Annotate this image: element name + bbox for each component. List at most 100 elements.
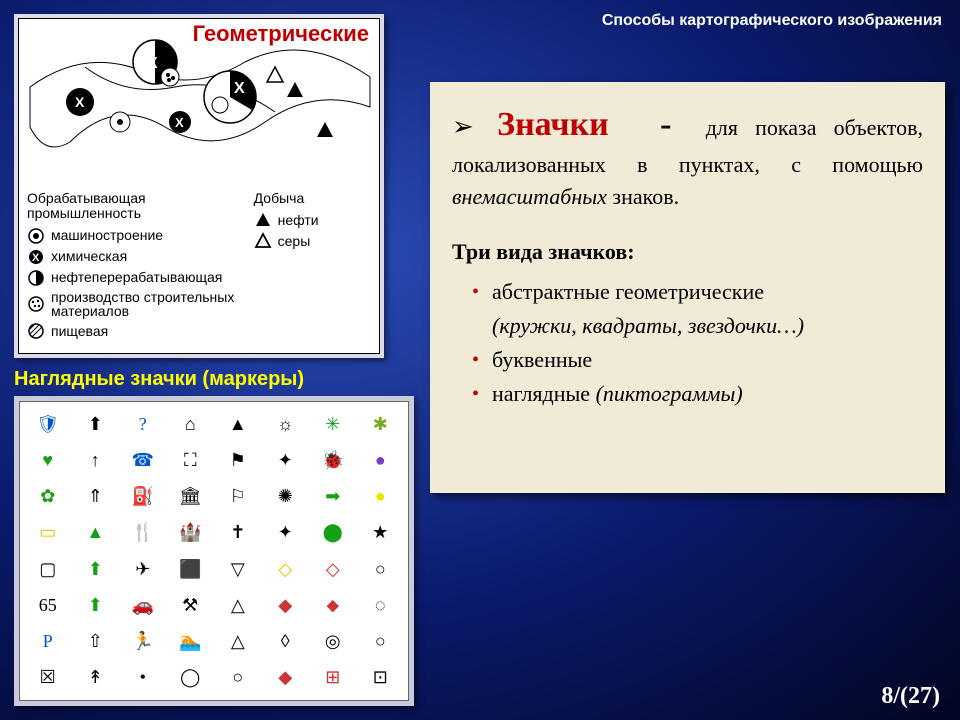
marker-cell: ◆ — [262, 587, 310, 623]
svg-text:X: X — [234, 80, 245, 97]
marker-cell: ▽ — [214, 551, 262, 587]
list-item: наглядные (пиктограммы) — [478, 377, 923, 411]
legend-label: нефтеперерабатывающая — [51, 270, 222, 285]
marker-cell: ⌂ — [167, 406, 215, 442]
lead-tail: знаков. — [607, 184, 679, 209]
marker-cell: ◌ — [357, 587, 405, 623]
circle-half-icon — [27, 269, 45, 287]
marker-cell: ✦ — [262, 442, 310, 478]
marker-cell: ⚑ — [214, 442, 262, 478]
markers-title: Наглядные значки (маркеры) — [14, 368, 304, 391]
lead-bold: Значки — [497, 106, 609, 143]
list-item: абстрактные геометрические(кружки, квадр… — [478, 275, 923, 343]
circle-hatch-icon — [27, 322, 45, 340]
definition-box: ➢ Значки - для показа объектов, локализо… — [430, 82, 945, 493]
legend-label: машиностроение — [51, 228, 163, 243]
marker-cell: 🐞 — [309, 442, 357, 478]
marker-cell: ◯ — [167, 660, 215, 696]
marker-cell: ⛽ — [119, 479, 167, 515]
marker-cell: ⚐ — [214, 479, 262, 515]
marker-cell: ◆ — [262, 660, 310, 696]
marker-cell: ↑ — [72, 442, 120, 478]
marker-cell: ○ — [357, 624, 405, 660]
marker-cell: ♥ — [24, 442, 72, 478]
marker-cell: ✿ — [24, 479, 72, 515]
marker-cell: ★ — [357, 515, 405, 551]
marker-cell: ▭ — [24, 515, 72, 551]
marker-cell: ● — [357, 442, 405, 478]
marker-cell: 🍴 — [119, 515, 167, 551]
marker-cell: ● — [357, 479, 405, 515]
marker-cell: ⊞ — [309, 660, 357, 696]
marker-cell: ◊ — [262, 624, 310, 660]
marker-cell: 🛡 — [24, 406, 72, 442]
markers-grid: 🛡⬆?⌂▲☼✳✱♥↑☎⛶⚑✦🐞●✿⇑⛽🏛⚐✺➡●▭▲🍴🏰✝✦⬤★▢⬆✈⬛▽◇◇○… — [19, 401, 409, 701]
list-text: наглядные — [492, 381, 596, 406]
marker-cell: ⬥ — [309, 587, 357, 623]
marker-cell: ○ — [357, 551, 405, 587]
slide-header: Способы картографического изображения — [602, 12, 942, 30]
subheader: Три вида значков: — [452, 239, 923, 265]
marker-cell: 🏛 — [167, 479, 215, 515]
marker-cell: ▲ — [72, 515, 120, 551]
geometric-panel: Геометрические X X X X — [14, 14, 384, 358]
marker-cell: ? — [119, 406, 167, 442]
marker-cell: 🏊 — [167, 624, 215, 660]
triangle-outline-icon — [254, 232, 272, 250]
marker-cell: ⛶ — [167, 442, 215, 478]
types-list: абстрактные геометрические(кружки, квадр… — [452, 275, 923, 411]
marker-cell: ⇑ — [72, 479, 120, 515]
lead-dash: - — [660, 106, 671, 143]
legend-label: нефти — [278, 213, 319, 228]
svg-text:X: X — [175, 115, 184, 130]
legend-label: производство строительных материалов — [51, 290, 234, 319]
markers-panel: 🛡⬆?⌂▲☼✳✱♥↑☎⛶⚑✦🐞●✿⇑⛽🏛⚐✺➡●▭▲🍴🏰✝✦⬤★▢⬆✈⬛▽◇◇○… — [14, 396, 414, 706]
geometric-inner: Геометрические X X X X — [18, 18, 380, 354]
marker-cell: ✦ — [262, 515, 310, 551]
bullet-arrow-icon: ➢ — [452, 108, 480, 146]
marker-cell: ✝ — [214, 515, 262, 551]
marker-cell: P — [24, 624, 72, 660]
lead-italic: внемасштабных — [452, 184, 607, 209]
marker-cell: ✺ — [262, 479, 310, 515]
marker-cell: ☼ — [262, 406, 310, 442]
marker-cell: 🚗 — [119, 587, 167, 623]
marker-cell: • — [119, 660, 167, 696]
legend-label: пищевая — [51, 324, 108, 339]
marker-cell: ⬛ — [167, 551, 215, 587]
legend-right-header: Добыча — [254, 191, 371, 206]
legend-label: химическая — [51, 249, 127, 264]
marker-cell: ▲ — [214, 406, 262, 442]
marker-cell: 🏃 — [119, 624, 167, 660]
svg-text:X: X — [147, 55, 158, 72]
marker-cell: ⊡ — [357, 660, 405, 696]
list-text: буквенные — [492, 347, 592, 372]
marker-cell: ▢ — [24, 551, 72, 587]
svg-text:X: X — [32, 252, 40, 264]
marker-cell: ⬆ — [72, 551, 120, 587]
marker-cell: △ — [214, 587, 262, 623]
legend-label: серы — [278, 234, 311, 249]
marker-cell: 65 — [24, 587, 72, 623]
page-number: 8/(27) — [881, 683, 940, 710]
marker-cell: ⬆ — [72, 406, 120, 442]
marker-cell: ➡ — [309, 479, 357, 515]
circle-dots-icon — [27, 295, 45, 313]
marker-cell: ⚒ — [167, 587, 215, 623]
marker-cell: ☒ — [24, 660, 72, 696]
lead-paragraph: ➢ Значки - для показа объектов, локализо… — [452, 100, 923, 213]
marker-cell: ☎ — [119, 442, 167, 478]
geo-legend: Обрабатывающая промышленность машиностро… — [27, 191, 371, 340]
marker-cell: ○ — [214, 660, 262, 696]
triangle-solid-icon — [254, 211, 272, 229]
marker-cell: ✳ — [309, 406, 357, 442]
marker-cell: ⬤ — [309, 515, 357, 551]
marker-cell: ⇧ — [72, 624, 120, 660]
legend-left-header: Обрабатывающая промышленность — [27, 191, 236, 222]
list-italic: (пиктограммы) — [596, 381, 743, 406]
list-item: буквенные — [478, 343, 923, 377]
marker-cell: ⬆ — [72, 587, 120, 623]
list-italic: (кружки, квадраты, звездочки…) — [492, 313, 804, 338]
circle-x-icon: X — [27, 248, 45, 266]
marker-cell: ✈ — [119, 551, 167, 587]
